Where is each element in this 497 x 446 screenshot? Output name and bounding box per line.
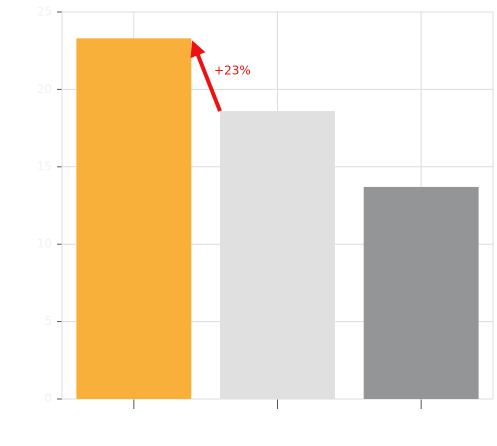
y-tick-label: 10 bbox=[37, 237, 52, 251]
y-tick-label: 0 bbox=[44, 392, 52, 406]
annotation-arrow bbox=[190, 40, 222, 112]
bar bbox=[76, 38, 192, 399]
annotation: +23% bbox=[214, 64, 251, 78]
y-tick-label: 25 bbox=[37, 5, 52, 19]
y-tick-label: 20 bbox=[37, 82, 52, 96]
y-tick-label: 5 bbox=[44, 314, 52, 328]
bar bbox=[363, 186, 479, 399]
bar bbox=[220, 111, 335, 400]
y-tick-label: 15 bbox=[37, 159, 52, 173]
